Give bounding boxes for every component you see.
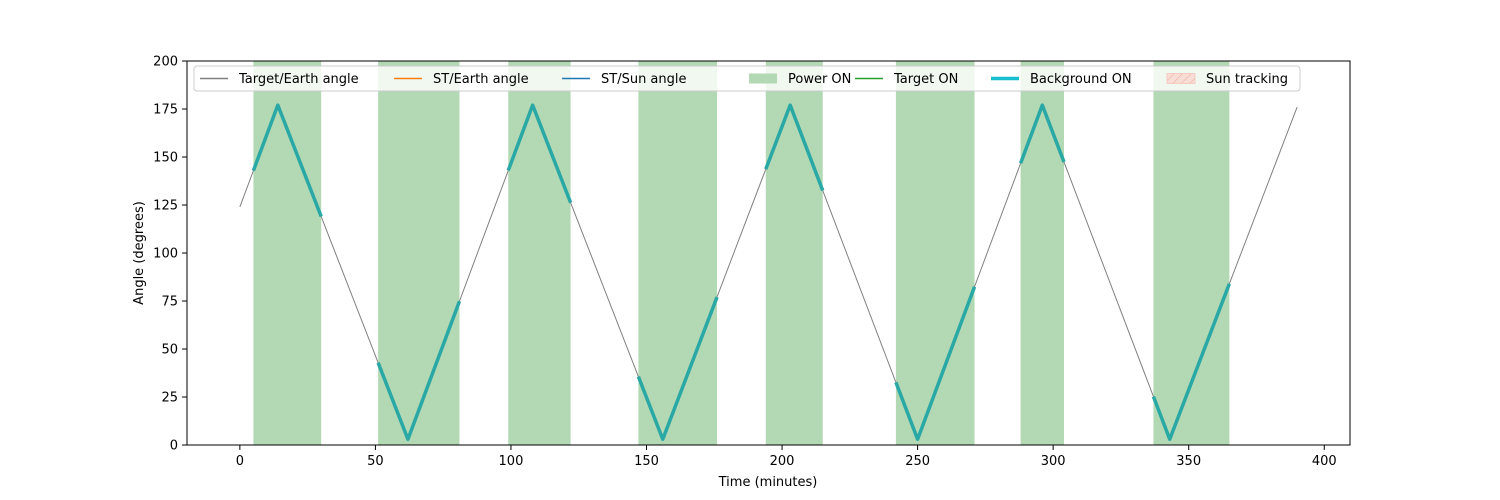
background-on-segment-4 [764,103,825,192]
background-on-segment-6 [1018,103,1066,164]
y-ticks: 0 25 50 75 100 125 150 175 200 [153,55,187,454]
power-on-span-6 [1020,61,1064,445]
legend: Target/Earth angle ST/Earth angle ST/Sun a… [193,65,1301,92]
legend-swatch-6 [1166,73,1196,84]
x-tick-label-5: 250 [905,454,930,469]
x-tick-label-7: 350 [1176,454,1201,469]
target-earth-angle-line-group [239,103,1298,441]
y-tick-label-1: 25 [161,391,178,406]
y-tick-label-8: 200 [153,55,178,70]
legend-label-2: ST/Sun angle [601,72,687,87]
legend-label-6: Sun tracking [1206,72,1288,87]
y-tick-label-0: 0 [170,439,178,454]
legend-label-4: Target ON [893,72,958,87]
x-axis-label: Time (minutes) [718,475,818,490]
y-tick-label-3: 75 [161,295,178,310]
power-on-span-3 [638,61,717,445]
x-tick-label-4: 200 [770,454,795,469]
power-on-span-0 [253,61,322,445]
legend-label-0: Target/Earth angle [238,72,359,87]
power-on-span-4 [765,61,823,445]
background-on-segment-1 [376,300,462,441]
x-tick-label-2: 100 [499,454,524,469]
background-on-segment-3 [636,296,719,441]
legend-swatch-3 [749,73,777,84]
x-tick-label-3: 150 [634,454,659,469]
y-tick-label-5: 125 [153,199,178,214]
y-tick-label-4: 100 [153,247,178,262]
background-on-segment-2 [506,103,573,204]
legend-frame [193,65,1301,92]
x-tick-label-8: 400 [1312,454,1337,469]
x-tick-label-1: 50 [367,454,384,469]
power-on-spans [253,61,1230,445]
power-on-span-5 [895,61,975,445]
y-tick-label-7: 175 [153,103,178,118]
y-tick-label-2: 50 [161,343,178,358]
y-tick-label-6: 150 [153,151,178,166]
x-ticks: 0 50 100 150 200 250 300 350 400 [236,445,1337,469]
legend-label-1: ST/Earth angle [433,72,529,87]
background-on-segment-0 [251,103,323,218]
background-on-segment-5 [894,286,977,441]
legend-label-3: Power ON [788,72,851,87]
legend-label-5: Background ON [1030,72,1132,87]
target-earth-angle-line [239,103,1298,441]
x-tick-label-6: 300 [1041,454,1066,469]
background-on-segments [251,103,1231,441]
x-tick-label-0: 0 [236,454,244,469]
background-on-segment-7 [1151,283,1231,441]
y-axis-label: Angle (degrees) [132,201,147,305]
plot-frame [186,60,1351,446]
power-on-span-1 [378,61,460,445]
